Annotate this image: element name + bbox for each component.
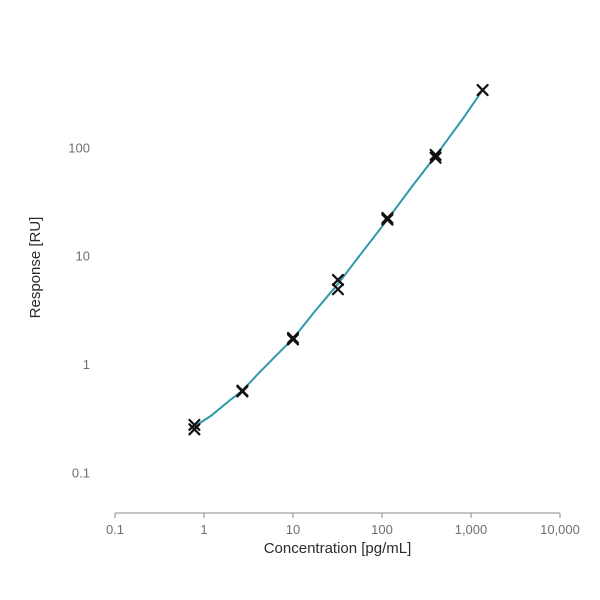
data-markers (189, 85, 487, 434)
x-tick-label: 10 (286, 522, 300, 537)
data-marker (478, 85, 488, 95)
response-vs-concentration-chart: 0.1 1 10 100 1,000 10,000 0.1 1 10 100 Concentra… (0, 0, 600, 600)
y-tick-label: 0.1 (72, 465, 90, 480)
data-marker (382, 215, 392, 225)
fit-curve (194, 90, 482, 427)
data-marker (288, 334, 298, 344)
x-axis-tick-labels: 0.1 1 10 100 1,000 10,000 (106, 522, 580, 537)
data-marker (288, 333, 298, 343)
y-tick-label: 1 (83, 357, 90, 372)
x-tick-label: 10,000 (540, 522, 580, 537)
y-axis-label: Response [RU] (27, 217, 44, 319)
y-tick-label: 100 (68, 140, 90, 155)
x-axis-ticks (115, 513, 560, 518)
y-tick-label: 10 (76, 249, 90, 264)
x-tick-label: 1,000 (455, 522, 488, 537)
x-tick-label: 100 (371, 522, 393, 537)
x-axis-label: Concentration [pg/mL] (264, 540, 412, 557)
x-tick-label: 1 (200, 522, 207, 537)
y-axis-tick-labels: 0.1 1 10 100 (68, 140, 90, 480)
data-marker (382, 213, 392, 223)
data-marker (237, 386, 247, 396)
x-tick-label: 0.1 (106, 522, 124, 537)
